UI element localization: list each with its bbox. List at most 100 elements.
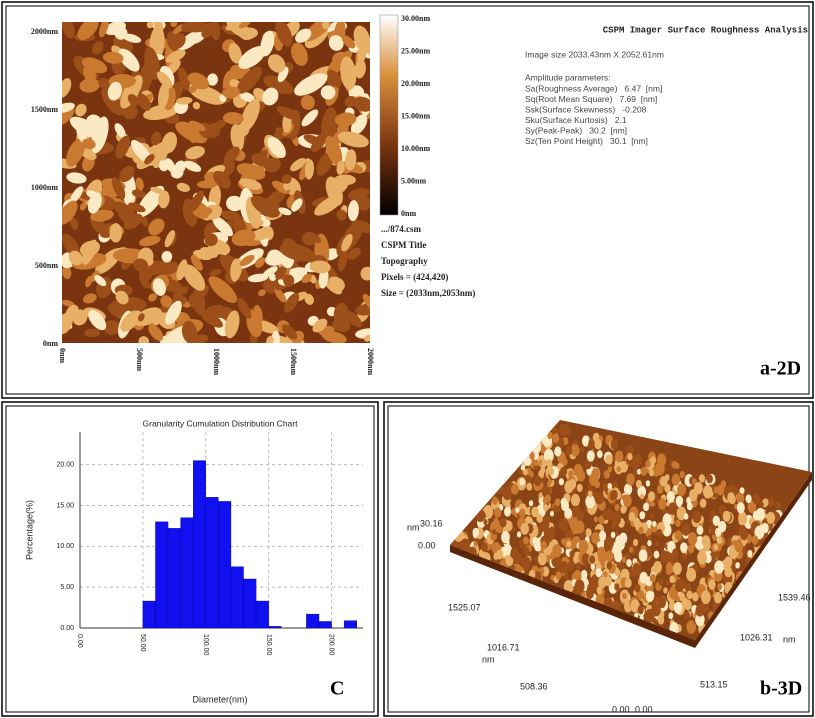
grain xyxy=(559,466,568,477)
grain xyxy=(625,444,635,457)
grain xyxy=(570,444,580,457)
grain xyxy=(82,138,96,150)
grain xyxy=(688,545,694,554)
grain xyxy=(264,157,281,173)
panel-frame xyxy=(387,405,810,713)
grain xyxy=(251,153,270,167)
grain xyxy=(662,513,672,526)
grain xyxy=(336,209,347,221)
grain xyxy=(265,254,283,266)
grain xyxy=(158,83,169,110)
grain xyxy=(638,526,644,535)
grain xyxy=(118,48,140,72)
grain xyxy=(472,527,480,538)
x-tick-label: 1000nm xyxy=(212,348,221,375)
grain xyxy=(283,182,291,191)
colorbar-label: 20.00nm xyxy=(401,79,430,88)
grain xyxy=(328,35,344,51)
grain xyxy=(640,466,648,476)
grain xyxy=(282,324,298,340)
panel-frame xyxy=(383,401,814,717)
grain xyxy=(205,207,213,215)
grain xyxy=(354,59,366,79)
grain xyxy=(258,289,266,297)
grain xyxy=(569,550,575,558)
grain xyxy=(518,508,526,518)
grain xyxy=(591,532,600,544)
grain xyxy=(309,260,331,274)
grain xyxy=(762,498,769,507)
grain xyxy=(274,288,287,303)
grain xyxy=(250,227,273,241)
grain xyxy=(640,493,645,500)
grain xyxy=(561,500,570,512)
bar xyxy=(218,501,232,629)
grain xyxy=(620,505,627,514)
grain xyxy=(669,575,676,584)
grain xyxy=(144,154,155,165)
grain xyxy=(475,508,486,523)
grain xyxy=(549,510,555,517)
grain xyxy=(263,206,280,218)
grain xyxy=(747,549,753,558)
grain xyxy=(588,472,599,486)
file-info: Topography xyxy=(381,256,428,266)
grain xyxy=(240,98,260,132)
grain xyxy=(284,292,300,313)
grain xyxy=(614,568,621,577)
grain xyxy=(621,556,627,564)
grain xyxy=(611,511,622,526)
parameter: Sy(Peak-Peak) 30.2 [nm] xyxy=(525,125,627,135)
parameter: Sa(Roughness Average) 6.47 [nm] xyxy=(525,83,662,93)
grain xyxy=(781,525,790,536)
grain xyxy=(713,544,719,551)
grain xyxy=(166,31,180,52)
grain xyxy=(79,77,100,93)
grain xyxy=(607,466,613,473)
grain xyxy=(684,611,691,620)
grain xyxy=(595,568,603,578)
grain xyxy=(616,466,621,473)
grain xyxy=(668,502,678,515)
grain xyxy=(647,534,653,541)
grain xyxy=(516,531,522,538)
grain xyxy=(228,43,242,64)
grain xyxy=(570,493,580,507)
grain xyxy=(133,258,149,272)
grain xyxy=(300,95,315,110)
grain xyxy=(120,310,141,332)
grain xyxy=(587,443,592,450)
grain xyxy=(113,201,136,220)
grain xyxy=(131,189,146,198)
bar xyxy=(155,521,169,629)
grain xyxy=(312,318,328,333)
colorbar-label: 10.00nm xyxy=(401,144,430,153)
x-tick-label: 2000nm xyxy=(366,348,375,375)
grain xyxy=(310,132,328,153)
grain xyxy=(62,299,75,307)
grain xyxy=(77,22,99,40)
grain xyxy=(656,453,667,467)
colorbar-label: 0nm xyxy=(401,209,416,218)
grain xyxy=(574,579,585,594)
grain xyxy=(140,278,151,289)
grain xyxy=(212,216,234,237)
grain xyxy=(591,489,596,496)
grain xyxy=(657,615,665,625)
grain xyxy=(322,22,330,30)
colorbar-label: 15.00nm xyxy=(401,111,430,120)
bar xyxy=(230,566,244,629)
grain xyxy=(240,91,255,103)
colorbar-label: 25.00nm xyxy=(401,46,430,55)
parameter: Ssk(Surface Skewness) -0.208 xyxy=(525,104,647,114)
grain xyxy=(596,586,603,595)
grain xyxy=(353,96,370,112)
grain xyxy=(290,42,308,66)
grain xyxy=(347,188,370,201)
grain xyxy=(220,158,235,177)
x-axis-label: Diameter(nm) xyxy=(192,694,247,704)
panel-frame xyxy=(5,5,810,395)
grain xyxy=(623,483,633,496)
grain xyxy=(136,93,151,111)
grain xyxy=(697,544,702,551)
